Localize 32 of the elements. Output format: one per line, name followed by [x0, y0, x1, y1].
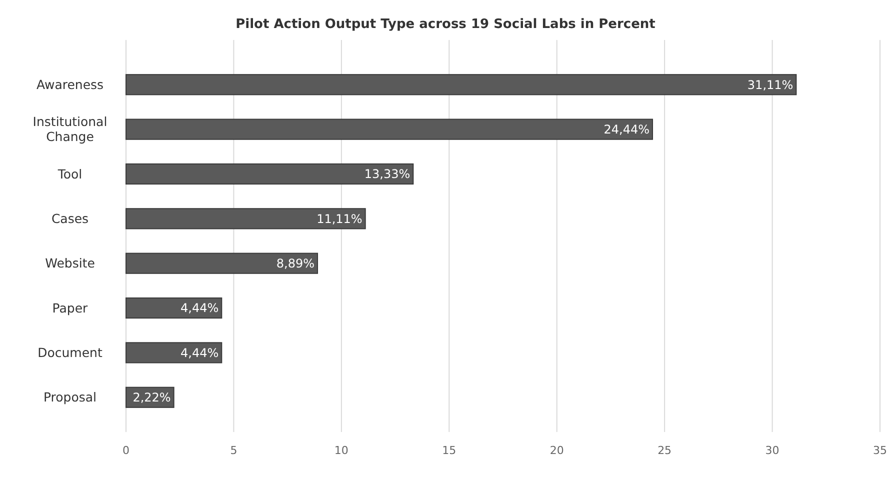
data-label: 4,44%: [180, 346, 219, 360]
bar: [126, 297, 222, 319]
chart-title: Pilot Action Output Type across 19 Social Labs in Percent: [236, 17, 656, 32]
x-tick-label: 5: [230, 444, 238, 457]
data-label: 8,89%: [276, 256, 315, 271]
bar: [126, 118, 654, 140]
bar: [126, 74, 797, 96]
x-tick-label: 20: [550, 444, 564, 457]
data-label: 31,11%: [747, 78, 794, 92]
x-tick-label: 10: [334, 444, 348, 457]
bar: [126, 342, 222, 364]
y-tick-label: Website: [45, 256, 96, 271]
x-tick-label: 0: [122, 444, 130, 457]
y-tick-label: Cases: [51, 211, 89, 226]
y-tick-label: Institutional Change: [32, 114, 108, 144]
x-tick-label: 25: [658, 444, 672, 457]
x-tick-label: 15: [442, 444, 456, 457]
y-tick-label: Proposal: [43, 390, 97, 405]
y-tick-label: Document: [38, 345, 102, 360]
data-label: 4,44%: [180, 301, 219, 316]
bar: [126, 163, 414, 185]
data-label: 13,33%: [364, 167, 410, 182]
data-label: 2,22%: [132, 390, 171, 405]
x-tick-label: 35: [873, 444, 887, 457]
y-tick-label: Awareness: [36, 77, 104, 92]
data-label: 24,44%: [604, 122, 650, 137]
bar: [126, 208, 366, 230]
y-tick-label: Tool: [56, 166, 82, 182]
x-tick-label: 30: [765, 444, 780, 457]
y-tick-label: Paper: [52, 300, 89, 316]
bar: [126, 252, 318, 274]
data-label: 11,11%: [316, 212, 362, 226]
